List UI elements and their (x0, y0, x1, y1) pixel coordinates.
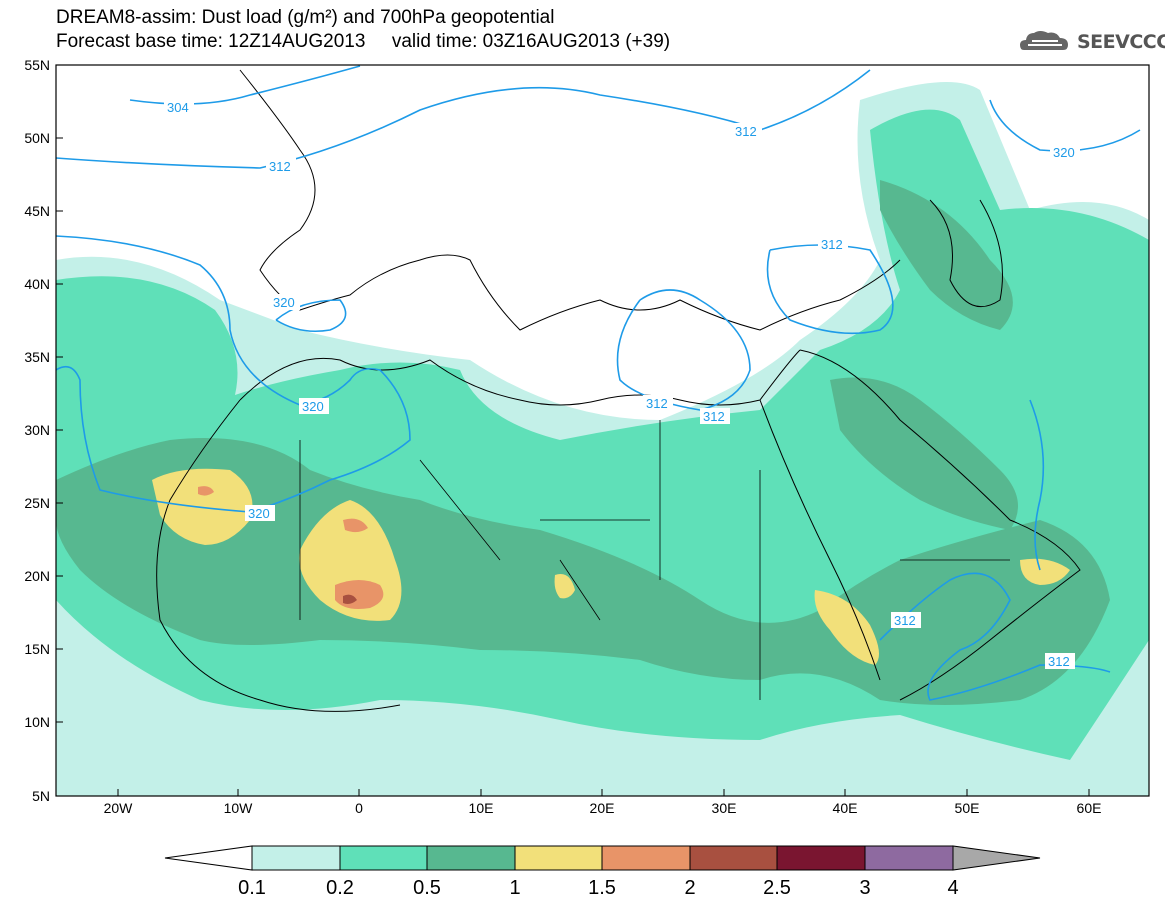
colorbar-swatch (426, 845, 516, 871)
lat-label: 30N (24, 422, 50, 438)
dust-band-1.5-north (343, 518, 368, 533)
contour-320-north (989, 99, 1141, 152)
lon-label: 10E (469, 800, 494, 816)
lat-label: 20N (24, 568, 50, 584)
lat-label: 10N (24, 714, 50, 730)
lon-label: 0 (355, 800, 363, 816)
contour-label: 312 (735, 124, 757, 139)
lon-label: 30E (712, 800, 737, 816)
dust-band-0.5-arabia (830, 377, 1018, 530)
latitude-labels: 55N 50N 45N 40N 35N 30N 25N 20N 15N 10N … (24, 57, 50, 804)
contour-label: 320 (248, 506, 270, 521)
longitude-labels: 20W 10W 0 10E 20E 30E 40E 50E 60E (104, 800, 1102, 816)
lat-label: 35N (24, 349, 50, 365)
dust-band-0.5-caspian (880, 180, 1013, 330)
contour-label: 312 (1048, 654, 1070, 669)
colorbar-high-arrow (952, 845, 1041, 871)
contour-320-spain (275, 299, 347, 333)
lon-label: 20W (104, 800, 134, 816)
contour-label: 312 (703, 409, 725, 424)
colorbar-swatch (689, 845, 778, 871)
contour-312-arabia (879, 572, 1111, 701)
longitude-ticks (117, 789, 1090, 796)
lat-label: 15N (24, 641, 50, 657)
lat-label: 25N (24, 495, 50, 511)
lat-label: 45N (24, 203, 50, 219)
contour-label: 320 (302, 399, 324, 414)
contour-label: 312 (894, 613, 916, 628)
caspian-coast (929, 199, 1003, 308)
colorbar-label: 0.5 (413, 877, 441, 899)
lat-label: 40N (24, 276, 50, 292)
colorbar-label: 1.5 (588, 877, 616, 899)
colorbar-swatch (864, 845, 954, 871)
contour-312-med (616, 289, 751, 411)
cloud-logo-icon (1020, 31, 1068, 50)
colorbar-swatch (776, 845, 866, 871)
colorbar-label: 2.5 (763, 877, 791, 899)
colorbar-labels: 0.1 0.2 0.5 1 1.5 2 2.5 3 4 (238, 877, 958, 899)
coastlines (156, 69, 1081, 712)
lat-label: 5N (32, 788, 50, 804)
forecast-times: Forecast base time: 12Z14AUG2013 valid t… (56, 31, 671, 52)
contour-label: 312 (821, 237, 843, 252)
colorbar-label: 2 (684, 877, 695, 899)
colorbar-label: 0.2 (326, 877, 354, 899)
contour-312-north (56, 69, 871, 169)
colorbar-swatch (514, 845, 603, 871)
dust-band-2 (343, 594, 357, 604)
contour-labels: 304 312 312 320 312 320 320 320 312 312 … (164, 99, 1080, 669)
colorbar-swatch (601, 845, 691, 871)
contour-label: 304 (167, 100, 189, 115)
dust-band-1-oman (1020, 558, 1070, 585)
colorbar-swatch (339, 845, 428, 871)
africa-west-coast (156, 399, 401, 712)
colorbar (164, 845, 1041, 871)
lon-label: 50E (955, 800, 980, 816)
logo-text: SEEVCCC (1077, 31, 1165, 53)
contour-label: 312 (646, 396, 668, 411)
colorbar-label: 4 (947, 877, 958, 899)
lon-label: 60E (1077, 800, 1102, 816)
country-borders (299, 420, 1010, 700)
colorbar-label: 1 (509, 877, 520, 899)
colorbar-label: 0.1 (238, 877, 266, 899)
contour-label: 320 (1053, 145, 1075, 160)
europe-coast (239, 69, 901, 331)
colorbar-label: 3 (859, 877, 870, 899)
red-sea-coast (759, 399, 881, 681)
contour-label: 320 (273, 295, 295, 310)
dust-band-1.5-west (198, 486, 214, 496)
contour-label: 312 (269, 159, 291, 174)
lon-label: 20E (590, 800, 615, 816)
dust-band-1-sudan-coast (814, 590, 879, 665)
dust-band-1-chad (554, 574, 575, 599)
dust-band-1.5-hoggar (335, 580, 384, 609)
dust-field (56, 82, 1149, 796)
lat-label: 55N (24, 57, 50, 73)
arabia-coast (799, 349, 1081, 701)
lon-label: 40E (833, 800, 858, 816)
colorbar-swatch (251, 845, 341, 871)
lon-label: 10W (224, 800, 254, 816)
latitude-ticks (56, 64, 63, 797)
contour-304 (129, 65, 361, 105)
contour-312-east-arabia (1029, 399, 1045, 571)
contour-312-west (56, 235, 411, 513)
africa-north-coast (239, 349, 801, 406)
map-title: DREAM8-assim: Dust load (g/m²) and 700hP… (56, 7, 555, 28)
lat-label: 50N (24, 130, 50, 146)
colorbar-low-arrow (164, 845, 253, 871)
